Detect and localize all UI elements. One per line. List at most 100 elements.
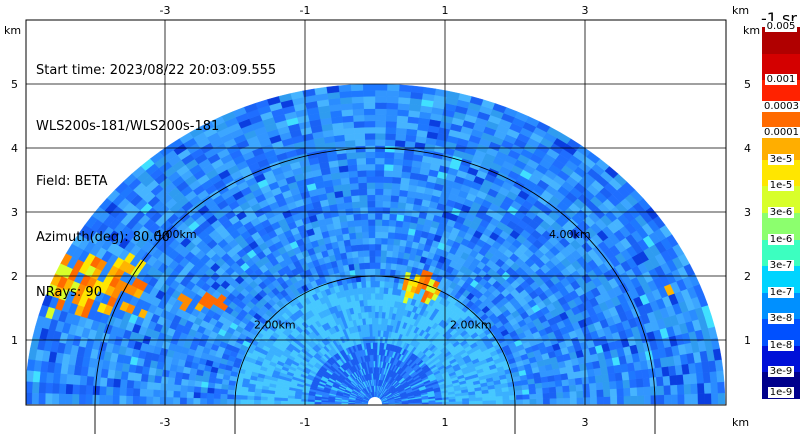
y-tick-label-right: 2 — [744, 270, 751, 283]
range-gate-bin — [371, 317, 376, 325]
range-gate-bin — [51, 383, 60, 395]
range-gate-bin — [535, 393, 544, 400]
range-gate-bin — [390, 195, 400, 203]
range-gate-bin — [382, 200, 391, 208]
range-gate-bin — [562, 391, 571, 399]
range-gate-bin — [542, 398, 551, 405]
range-gate-bin — [390, 263, 397, 271]
range-gate-bin — [643, 394, 652, 405]
range-gate-bin — [219, 398, 228, 405]
scan-info: Start time: 2023/08/22 20:03:09.555 WLS2… — [36, 25, 276, 321]
y-tick-label-right: 3 — [744, 206, 751, 219]
range-gate-bin — [348, 232, 357, 240]
range-gate-bin — [385, 262, 392, 270]
range-gate-bin — [246, 399, 255, 405]
range-gate-bin — [367, 213, 376, 220]
range-gate-bin — [260, 396, 268, 401]
y-tick-label-left: 4 — [11, 142, 18, 155]
range-gate-bin — [364, 145, 376, 153]
range-gate-bin — [200, 381, 209, 389]
colorbar-label: 1e-5 — [767, 180, 795, 192]
range-gate-bin — [146, 381, 155, 391]
range-gate-bin — [374, 83, 388, 91]
range-gate-bin — [379, 286, 385, 294]
range-gate-bin — [354, 403, 362, 405]
range-gate-bin — [356, 244, 364, 252]
range-gate-bin — [72, 384, 80, 395]
range-gate-bin — [339, 220, 349, 229]
range-gate-bin — [350, 244, 358, 252]
range-gate-bin — [374, 206, 383, 214]
range-gate-bin — [396, 115, 409, 123]
range-gate-bin — [615, 379, 624, 389]
range-gate-bin — [573, 370, 582, 379]
range-gate-bin — [361, 231, 369, 239]
range-gate-bin — [393, 232, 402, 240]
range-gate-bin — [363, 96, 376, 103]
range-gate-bin — [515, 394, 524, 400]
range-gate-bin — [374, 126, 386, 134]
colorbar-label: 0.0003 — [762, 100, 800, 112]
range-gate-bin — [370, 293, 376, 300]
range-gate-bin — [267, 393, 275, 398]
range-gate-bin — [388, 213, 398, 221]
range-gate-bin — [397, 96, 411, 105]
range-gate-bin — [280, 397, 288, 402]
colorbar-label: 3e-8 — [767, 313, 795, 325]
range-gate-bin — [588, 375, 597, 384]
range-gate-bin — [657, 394, 665, 405]
range-gate-bin — [697, 393, 706, 405]
range-gate-bin — [642, 377, 651, 388]
range-gate-bin — [374, 213, 383, 220]
range-gate-bin — [368, 249, 376, 257]
range-gate-bin — [384, 139, 396, 147]
range-gate-bin — [341, 109, 354, 117]
range-gate-bin — [582, 390, 591, 398]
range-gate-bin — [379, 280, 385, 288]
range-gate-bin — [58, 393, 66, 405]
range-gate-bin — [341, 189, 352, 198]
range-gate-bin — [193, 386, 202, 394]
range-gate-bin — [522, 393, 530, 400]
range-gate-bin — [327, 402, 335, 405]
range-gate-bin — [384, 133, 396, 141]
range-gate-bin — [515, 389, 523, 396]
range-gate-bin — [389, 201, 399, 209]
range-gate-bin — [374, 231, 382, 239]
range-gate-bin — [338, 165, 349, 173]
range-gate-bin — [609, 380, 617, 390]
range-gate-bin — [377, 329, 381, 337]
range-gate-bin — [374, 200, 383, 208]
range-gate-bin — [362, 83, 376, 91]
range-gate-bin — [172, 390, 181, 398]
range-gate-bin — [392, 244, 400, 252]
y-tick-label-left: 5 — [11, 78, 18, 91]
range-gate-bin — [398, 90, 412, 99]
range-gate-bin — [643, 386, 652, 396]
range-gate-bin — [377, 336, 381, 343]
range-gate-bin — [400, 233, 408, 241]
range-gate-bin — [663, 384, 672, 395]
range-gate-bin — [616, 395, 625, 405]
range-gate-bin — [382, 293, 388, 301]
range-gate-bin — [338, 90, 352, 99]
range-gate-bin — [371, 311, 376, 319]
range-gate-bin — [280, 400, 288, 405]
range-gate-bin — [179, 391, 188, 399]
range-gate-bin — [349, 238, 357, 246]
range-gate-bin — [385, 120, 397, 128]
range-gate-bin — [220, 388, 228, 395]
range-gate-bin — [352, 213, 362, 221]
range-gate-bin — [374, 96, 387, 103]
range-gate-bin — [562, 385, 570, 393]
range-gate-bin — [382, 194, 392, 202]
range-gate-bin — [398, 189, 409, 198]
range-gate-bin — [71, 394, 80, 405]
range-gate-bin — [387, 231, 395, 239]
range-gate-bin — [350, 195, 360, 203]
range-gate-bin — [206, 387, 215, 394]
range-gate-bin — [704, 393, 712, 405]
range-gate-bin — [119, 395, 127, 405]
range-gate-bin — [343, 201, 353, 210]
range-gate-bin — [662, 375, 671, 386]
